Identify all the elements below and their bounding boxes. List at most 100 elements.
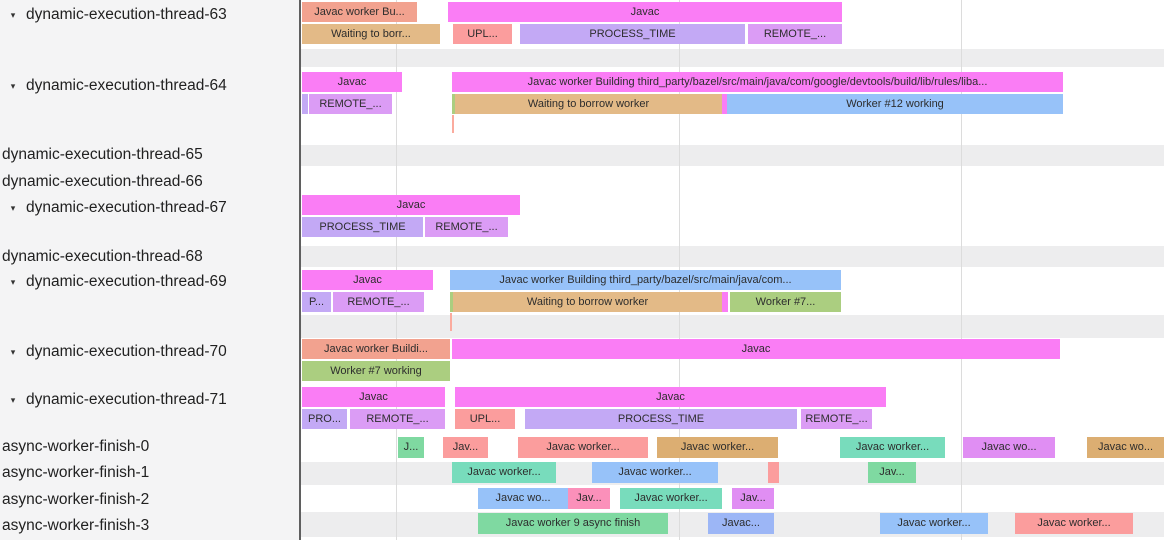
trace-event-bar[interactable]: Javac bbox=[448, 2, 842, 22]
thread-name-label: async-worker-finish-0 bbox=[2, 438, 150, 455]
trace-event-bar[interactable]: PRO... bbox=[302, 409, 347, 429]
trace-event-bar[interactable]: Javac worker Buildi... bbox=[302, 339, 450, 359]
trace-event-label: PRO... bbox=[307, 412, 341, 425]
trace-event-bar[interactable]: PROCESS_TIME bbox=[302, 217, 423, 237]
trace-event-bar[interactable]: Javac bbox=[302, 72, 402, 92]
sidebar-row-dynamic-execution-thread-68[interactable]: dynamic-execution-thread-68 bbox=[0, 246, 299, 268]
trace-event-bar[interactable]: Javac worker... bbox=[620, 488, 722, 509]
trace-event-bar[interactable]: Javac worker... bbox=[592, 462, 718, 483]
trace-event-bar[interactable] bbox=[722, 94, 727, 114]
sidebar-row-async-worker-finish-0[interactable]: async-worker-finish-0 bbox=[0, 436, 299, 458]
sidebar-row-dynamic-execution-thread-67[interactable]: ▾ dynamic-execution-thread-67 bbox=[0, 197, 299, 219]
trace-event-bar[interactable] bbox=[768, 462, 779, 483]
sidebar-row-dynamic-execution-thread-69[interactable]: ▾ dynamic-execution-thread-69 bbox=[0, 271, 299, 293]
thread-name-label: dynamic-execution-thread-68 bbox=[2, 248, 203, 265]
thread-name-label: dynamic-execution-thread-65 bbox=[2, 146, 203, 163]
trace-event-bar[interactable]: UPL... bbox=[453, 24, 512, 44]
trace-event-bar[interactable]: Jav... bbox=[443, 437, 488, 458]
trace-event-bar[interactable]: Javac worker Building third_party/bazel/… bbox=[450, 270, 841, 290]
trace-event-label: Javac wo... bbox=[981, 441, 1037, 453]
trace-event-bar[interactable]: Javac worker... bbox=[518, 437, 648, 458]
sidebar-row-async-worker-finish-1[interactable]: async-worker-finish-1 bbox=[0, 462, 299, 484]
trace-event-bar[interactable]: J... bbox=[398, 437, 424, 458]
trace-event-label: Javac bbox=[337, 75, 367, 88]
trace-event-bar[interactable]: REMOTE_... bbox=[748, 24, 842, 44]
trace-event-bar[interactable]: Javac bbox=[302, 270, 433, 290]
thread-name-label: async-worker-finish-3 bbox=[2, 517, 150, 534]
trace-event-bar[interactable]: Worker #7... bbox=[730, 292, 841, 312]
sidebar-row-dynamic-execution-thread-71[interactable]: ▾ dynamic-execution-thread-71 bbox=[0, 389, 299, 411]
sidebar-row-dynamic-execution-thread-65[interactable]: dynamic-execution-thread-65 bbox=[0, 144, 299, 166]
trace-event-label: Javac worker... bbox=[897, 517, 971, 529]
trace-event-bar[interactable]: UPL... bbox=[455, 409, 515, 429]
trace-event-bar[interactable]: REMOTE_... bbox=[425, 217, 508, 237]
trace-event-label: Javac wo... bbox=[495, 492, 551, 504]
expander-triangle-icon[interactable]: ▾ bbox=[10, 202, 16, 213]
sidebar-row-async-worker-finish-3[interactable]: async-worker-finish-3 bbox=[0, 515, 299, 537]
trace-event-bar[interactable]: Javac wo... bbox=[478, 488, 568, 509]
trace-event-bar[interactable]: Javac bbox=[452, 339, 1060, 359]
trace-event-bar[interactable]: Javac worker... bbox=[880, 513, 988, 534]
sidebar-row-dynamic-execution-thread-70[interactable]: ▾ dynamic-execution-thread-70 bbox=[0, 341, 299, 363]
thread-name-label: async-worker-finish-1 bbox=[2, 464, 150, 481]
trace-event-label: Javac worker 9 async finish bbox=[505, 517, 641, 529]
trace-event-bar[interactable]: Javac worker... bbox=[1015, 513, 1133, 534]
trace-event-bar[interactable]: Waiting to borrow worker bbox=[453, 292, 722, 312]
trace-event-bar[interactable]: REMOTE_... bbox=[350, 409, 445, 429]
sidebar-row-async-worker-finish-2[interactable]: async-worker-finish-2 bbox=[0, 489, 299, 511]
sidebar-row-dynamic-execution-thread-64[interactable]: ▾ dynamic-execution-thread-64 bbox=[0, 75, 299, 97]
trace-event-bar[interactable]: Javac... bbox=[708, 513, 774, 534]
trace-event-label: Javac worker... bbox=[680, 441, 755, 453]
trace-event-bar[interactable]: REMOTE_... bbox=[333, 292, 424, 312]
trace-event-bar[interactable]: Javac worker... bbox=[452, 462, 556, 483]
trace-event-label: REMOTE_... bbox=[435, 220, 498, 233]
trace-event-label: PROCESS_TIME bbox=[319, 220, 406, 233]
trace-event-bar[interactable]: REMOTE_... bbox=[801, 409, 872, 429]
trace-event-bar[interactable]: PROCESS_TIME bbox=[525, 409, 797, 429]
sidebar-row-dynamic-execution-thread-63[interactable]: ▾ dynamic-execution-thread-63 bbox=[0, 4, 299, 26]
trace-event-label: Javac bbox=[353, 273, 382, 286]
trace-event-label: Javac worker... bbox=[467, 466, 541, 478]
trace-event-bar[interactable]: Javac worker... bbox=[657, 437, 778, 458]
trace-event-label: Javac worker Bu... bbox=[314, 5, 405, 18]
trace-event-bar[interactable]: Javac wo... bbox=[963, 437, 1055, 458]
expander-triangle-icon[interactable]: ▾ bbox=[10, 276, 16, 287]
trace-event-label: Waiting to borrow worker bbox=[527, 97, 650, 110]
trace-event-bar[interactable]: Jav... bbox=[568, 488, 610, 509]
thread-name-label: dynamic-execution-thread-71 bbox=[26, 391, 227, 408]
trace-event-bar[interactable]: Jav... bbox=[868, 462, 916, 483]
trace-event-bar[interactable]: PROCESS_TIME bbox=[520, 24, 745, 44]
trace-event-bar[interactable]: Javac bbox=[302, 195, 520, 215]
trace-event-bar[interactable]: Waiting to borr... bbox=[302, 24, 440, 44]
trace-event-bar[interactable]: Jav... bbox=[732, 488, 774, 509]
trace-event-label: Javac worker Building third_party/bazel/… bbox=[499, 273, 792, 286]
trace-event-bar[interactable]: Javac bbox=[302, 387, 445, 407]
trace-event-bar[interactable]: Waiting to borrow worker bbox=[455, 94, 722, 114]
trace-event-label: Jav... bbox=[740, 492, 766, 504]
sidebar-row-dynamic-execution-thread-66[interactable]: dynamic-execution-thread-66 bbox=[0, 171, 299, 193]
trace-event-bar[interactable]: Worker #12 working bbox=[727, 94, 1063, 114]
trace-event-bar[interactable] bbox=[452, 94, 456, 114]
expander-triangle-icon[interactable]: ▾ bbox=[10, 80, 16, 91]
trace-event-bar[interactable] bbox=[722, 292, 728, 312]
trace-event-label: P... bbox=[308, 295, 325, 308]
trace-event-bar[interactable] bbox=[302, 94, 308, 114]
thread-name-label: dynamic-execution-thread-67 bbox=[26, 199, 227, 216]
trace-event-bar[interactable]: Worker #7 working bbox=[302, 361, 450, 381]
trace-event-bar[interactable]: Javac worker 9 async finish bbox=[478, 513, 668, 534]
trace-event-bar[interactable]: Javac bbox=[455, 387, 886, 407]
expander-triangle-icon[interactable]: ▾ bbox=[10, 346, 16, 357]
expander-triangle-icon[interactable]: ▾ bbox=[10, 9, 16, 20]
trace-event-bar[interactable]: P... bbox=[302, 292, 331, 312]
trace-event-label: Javac worker... bbox=[634, 492, 708, 504]
trace-event-label: Javac worker... bbox=[618, 466, 692, 478]
trace-event-bar[interactable]: Javac worker Bu... bbox=[302, 2, 417, 22]
trace-event-bar[interactable]: Javac worker... bbox=[840, 437, 945, 458]
expander-triangle-icon[interactable]: ▾ bbox=[10, 394, 16, 405]
trace-event-bar[interactable]: Javac worker Building third_party/bazel/… bbox=[452, 72, 1063, 92]
trace-event-bar[interactable] bbox=[450, 292, 454, 312]
trace-event-label: REMOTE_... bbox=[347, 295, 410, 308]
trace-event-label: J... bbox=[403, 441, 419, 453]
trace-event-bar[interactable]: REMOTE_... bbox=[309, 94, 392, 114]
trace-event-bar[interactable]: Javac wo... bbox=[1087, 437, 1164, 458]
